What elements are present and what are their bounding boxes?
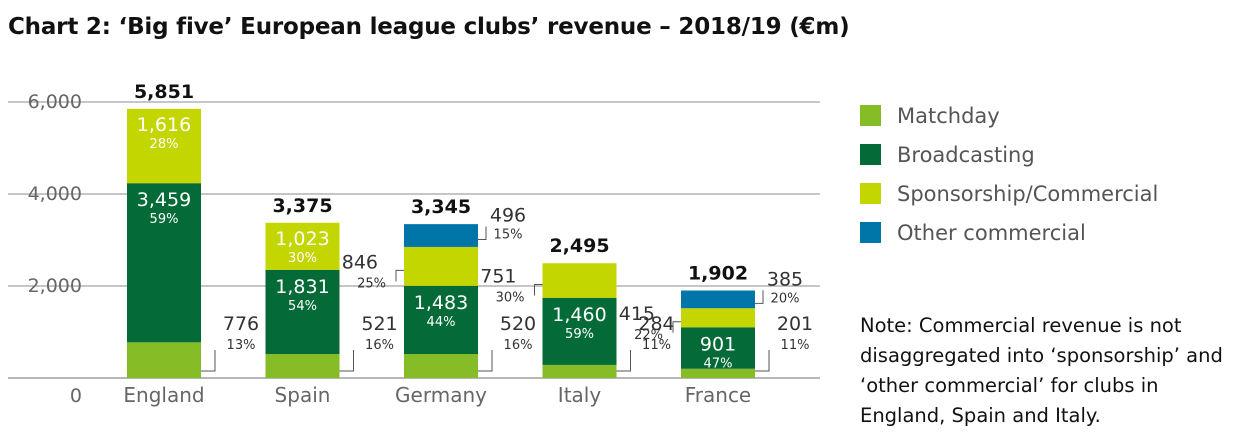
bar-france-matchday [681, 368, 755, 378]
callout-line-france-other [755, 290, 764, 304]
bar-england-matchday [127, 342, 201, 378]
bar-spain-broadcasting [265, 269, 340, 355]
value-label-england-matchday: 776 [223, 313, 259, 335]
value-label-france-other: 385 [767, 268, 803, 290]
value-label-italy-matchday: 284 [638, 313, 674, 335]
value-label-germany-matchday: 520 [500, 313, 536, 335]
value-label-italy-sponsorship: 751 [480, 266, 516, 288]
legend-item-matchday: Matchday [860, 96, 1158, 135]
pct-label-italy-broadcasting: 59% [565, 327, 594, 342]
callout-line-france-sponsorship [672, 321, 681, 333]
callout-line-germany-other [478, 226, 487, 241]
legend-swatch-sponsorship [860, 183, 881, 204]
callout-line-england-matchday [201, 350, 216, 372]
callout-line-italy-sponsorship [534, 284, 543, 296]
total-label-england: 5,851 [134, 81, 194, 103]
bar-germany-broadcasting [404, 285, 478, 355]
value-label-england-sponsorship: 1,616 [137, 114, 191, 136]
bar-spain-sponsorship [265, 222, 340, 270]
legend-swatch-broadcasting [860, 144, 881, 165]
bar-italy-broadcasting [542, 297, 617, 365]
value-label-spain-sponsorship: 1,023 [275, 228, 329, 250]
y-tick-label-4000: 4,000 [28, 183, 82, 205]
bar-france-broadcasting [681, 327, 755, 369]
stacked-bar-chart: 02,0004,0006,000England5,85177613%3,4595… [8, 81, 820, 407]
legend-label-sponsorship: Sponsorship/Commercial [897, 181, 1159, 206]
x-tick-label-germany: Germany [395, 383, 487, 407]
legend-label-other-commercial: Other commercial [897, 220, 1086, 245]
pct-label-england-broadcasting: 59% [150, 212, 179, 227]
bar-italy-sponsorship [542, 263, 617, 298]
bar-germany-sponsorship [404, 246, 478, 286]
value-label-italy-broadcasting: 1,460 [552, 304, 606, 326]
chart-note: Note: Commercial revenue is not disaggre… [860, 314, 1223, 427]
y-tick-label-2000: 2,000 [28, 275, 82, 297]
value-label-france-sponsorship: 415 [619, 303, 655, 325]
callout-line-italy-matchday [616, 350, 631, 372]
pct-label-italy-matchday: 11% [642, 338, 671, 353]
legend-item-broadcasting: Broadcasting [860, 135, 1158, 174]
pct-label-france-matchday: 11% [781, 338, 810, 353]
total-label-spain: 3,375 [272, 195, 332, 217]
value-label-germany-broadcasting: 1,483 [414, 292, 468, 314]
bar-germany-matchday [404, 354, 478, 378]
total-label-germany: 3,345 [411, 196, 471, 218]
legend-item-sponsorship: Sponsorship/Commercial [860, 174, 1158, 213]
y-tick-label-0: 0 [70, 385, 82, 407]
pct-label-france-broadcasting: 47% [704, 356, 733, 371]
value-label-england-broadcasting: 3,459 [137, 189, 191, 211]
pct-label-spain-sponsorship: 30% [288, 251, 317, 266]
value-label-france-matchday: 201 [777, 313, 813, 335]
chart-title: Chart 2: ‘Big five’ European league club… [8, 14, 850, 40]
x-tick-label-france: France [685, 383, 752, 407]
bar-spain-matchday [265, 354, 340, 378]
y-tick-label-6000: 6,000 [28, 91, 82, 113]
pct-label-germany-sponsorship: 25% [357, 276, 386, 291]
x-tick-label-italy: Italy [558, 383, 602, 407]
x-tick-label-england: England [123, 383, 204, 407]
value-label-spain-broadcasting: 1,831 [275, 276, 329, 298]
pct-label-spain-matchday: 16% [365, 338, 394, 353]
x-tick-label-spain: Spain [275, 383, 331, 407]
pct-label-england-sponsorship: 28% [150, 137, 179, 152]
pct-label-france-other: 20% [771, 291, 800, 306]
pct-label-germany-other: 15% [494, 228, 523, 243]
value-label-germany-sponsorship: 846 [342, 251, 378, 273]
bar-france-sponsorship [681, 308, 755, 328]
legend-swatch-matchday [860, 105, 881, 126]
value-label-spain-matchday: 521 [361, 313, 397, 335]
value-label-france-broadcasting: 901 [700, 333, 736, 355]
bar-germany-other [404, 224, 478, 247]
legend-item-other-commercial: Other commercial [860, 213, 1158, 252]
chart-legend: Matchday Broadcasting Sponsorship/Commer… [860, 96, 1158, 252]
pct-label-england-matchday: 13% [227, 338, 256, 353]
pct-label-spain-broadcasting: 54% [288, 299, 317, 314]
bar-france-other [681, 290, 755, 309]
pct-label-germany-matchday: 16% [504, 338, 533, 353]
callout-line-spain-matchday [339, 350, 354, 372]
total-label-france: 1,902 [688, 263, 748, 285]
bar-england-broadcasting [127, 183, 201, 343]
value-label-germany-other: 496 [490, 205, 526, 227]
pct-label-france-sponsorship: 22% [634, 328, 663, 343]
pct-label-germany-broadcasting: 44% [427, 315, 456, 330]
pct-label-italy-sponsorship: 30% [496, 291, 525, 306]
callout-line-germany-sponsorship [395, 269, 404, 282]
legend-swatch-other-commercial [860, 222, 881, 243]
bar-italy-matchday [542, 364, 617, 378]
total-label-italy: 2,495 [549, 235, 609, 257]
bar-england-sponsorship [127, 108, 201, 184]
legend-label-matchday: Matchday [897, 103, 1000, 128]
callout-line-france-matchday [755, 350, 770, 372]
legend-label-broadcasting: Broadcasting [897, 142, 1035, 167]
callout-line-germany-matchday [478, 350, 493, 372]
